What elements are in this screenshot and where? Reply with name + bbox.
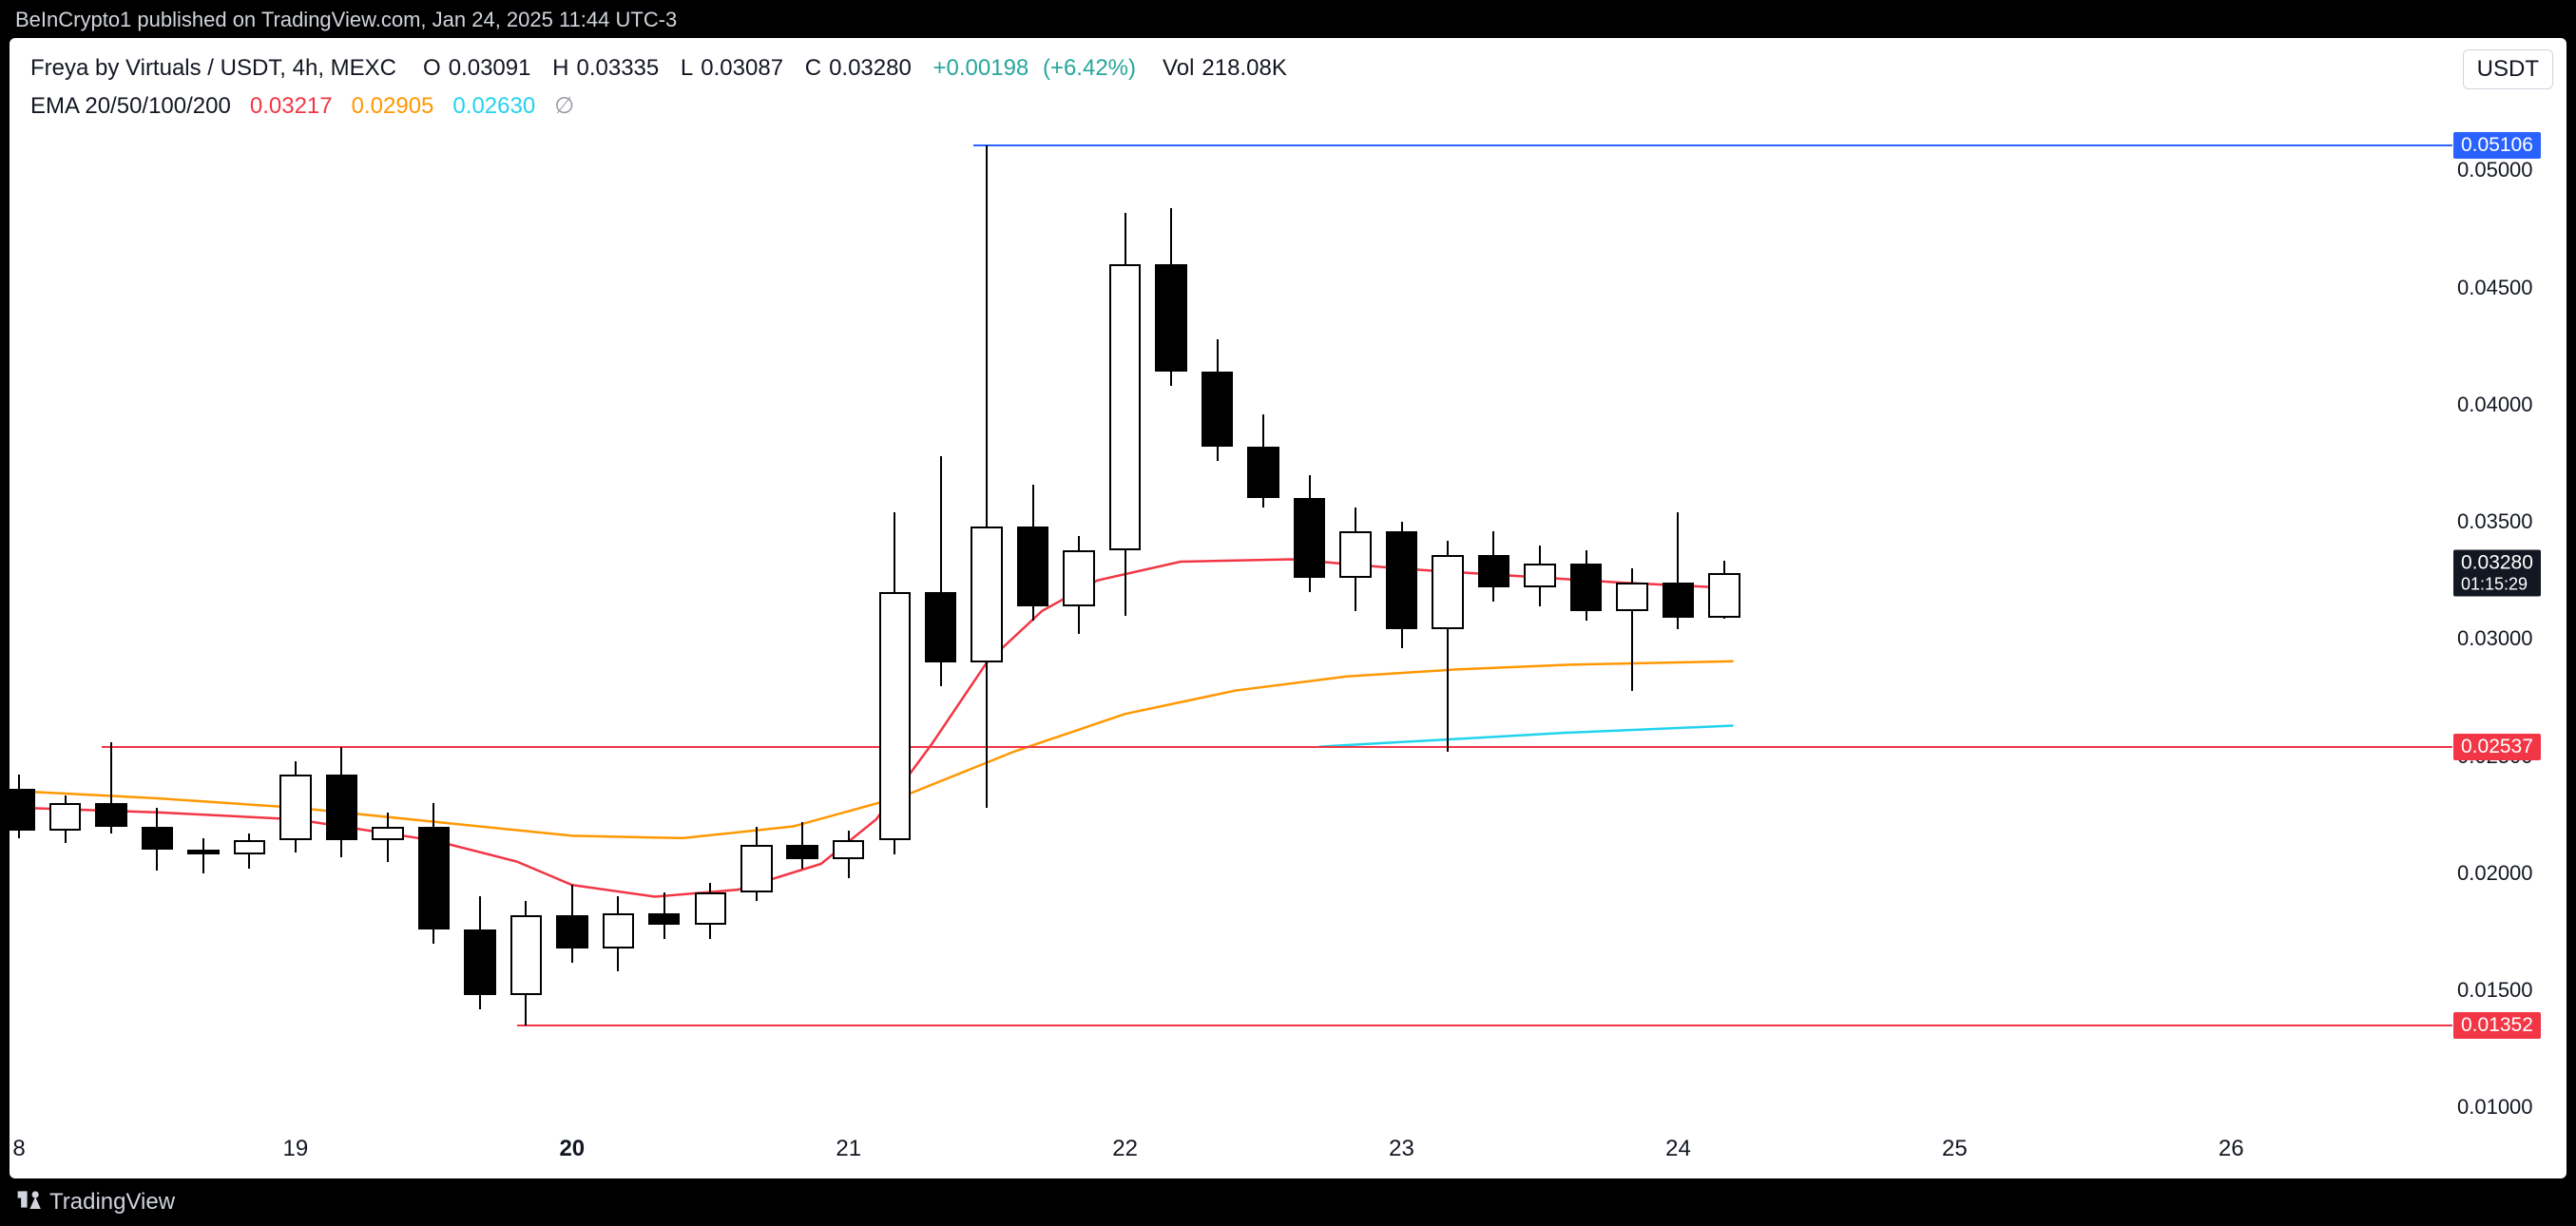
candle-body[interactable] (95, 803, 126, 827)
candle-body[interactable] (786, 845, 817, 859)
candle-body[interactable] (1708, 573, 1740, 618)
tradingview-label: TradingView (49, 1189, 175, 1216)
ema20-value: 0.03217 (250, 93, 333, 119)
candle-body[interactable] (234, 840, 265, 854)
candle-body[interactable] (1155, 264, 1186, 372)
candle-body[interactable] (1386, 531, 1417, 630)
ema-title: EMA 20/50/100/200 (30, 93, 231, 119)
candle-body[interactable] (648, 913, 680, 925)
time-tick: 24 (1665, 1136, 1691, 1162)
candle-wick (986, 145, 988, 808)
horizontal-line[interactable] (517, 1025, 2452, 1026)
price-tick: 0.05000 (2457, 158, 2533, 182)
candle-body[interactable] (1478, 555, 1509, 588)
candle-body[interactable] (3, 789, 34, 831)
candle-body[interactable] (971, 527, 1002, 662)
change-abs: +0.00198 (933, 55, 1029, 81)
candle-body[interactable] (1063, 550, 1094, 606)
time-tick: 25 (1942, 1136, 1968, 1162)
candle-wick (202, 838, 204, 873)
price-tick: 0.01500 (2457, 978, 2533, 1003)
chart-legend: Freya by Virtuals / USDT, 4h, MEXC O0.03… (30, 51, 1302, 124)
time-tick: 19 (283, 1136, 309, 1162)
candle-body[interactable] (1524, 564, 1555, 587)
last-price-tag: 0.0328001:15:29 (2453, 550, 2541, 597)
time-tick: 21 (836, 1136, 861, 1162)
candle-body[interactable] (1432, 555, 1463, 630)
candle-body[interactable] (49, 803, 81, 832)
candle-body[interactable] (1570, 564, 1602, 610)
candle-body[interactable] (418, 827, 450, 929)
currency-pill[interactable]: USDT (2463, 49, 2553, 89)
candle-body[interactable] (510, 915, 542, 995)
candle-body[interactable] (1616, 583, 1647, 611)
candle-body[interactable] (1247, 447, 1278, 498)
chart-frame: Freya by Virtuals / USDT, 4h, MEXC O0.03… (10, 38, 2566, 1178)
price-tick: 0.02000 (2457, 861, 2533, 886)
candle-body[interactable] (1339, 531, 1371, 578)
ema200-null: ∅ (554, 93, 574, 119)
candle-body[interactable] (279, 775, 311, 840)
tradingview-logo-icon (15, 1189, 42, 1216)
candle-body[interactable] (1294, 498, 1325, 578)
publish-header: BeInCrypto1 published on TradingView.com… (0, 0, 2576, 38)
ema50-value: 0.02905 (352, 93, 434, 119)
candle-body[interactable] (1017, 527, 1048, 606)
ema100-value: 0.02630 (452, 93, 535, 119)
candle-body[interactable] (879, 592, 911, 840)
candle-body[interactable] (372, 827, 403, 841)
candle-body[interactable] (187, 850, 219, 854)
candle-body[interactable] (1201, 372, 1233, 447)
price-tick: 0.03000 (2457, 626, 2533, 651)
horizontal-line[interactable] (973, 144, 2452, 146)
horizontal-line[interactable] (102, 746, 2452, 748)
price-line-tag: 0.02537 (2453, 734, 2541, 760)
candle-body[interactable] (464, 929, 495, 995)
publish-text: BeInCrypto1 published on TradingView.com… (15, 8, 677, 31)
chart-plot-area[interactable] (19, 124, 2452, 1131)
candle-body[interactable] (740, 845, 772, 891)
price-tick: 0.01000 (2457, 1095, 2533, 1120)
ema-line (19, 560, 1734, 897)
candle-body[interactable] (695, 892, 726, 926)
symbol-title[interactable]: Freya by Virtuals / USDT, 4h, MEXC (30, 55, 396, 81)
ema-line (1318, 726, 1733, 747)
candle-body[interactable] (833, 840, 864, 859)
footer-bar: TradingView (0, 1178, 2576, 1226)
change-pct: (+6.42%) (1043, 55, 1136, 81)
candle-body[interactable] (556, 915, 587, 948)
price-axis[interactable]: 0.010000.015000.020000.025000.030000.035… (2457, 124, 2562, 1131)
time-tick: 20 (559, 1136, 585, 1162)
candle-body[interactable] (925, 592, 956, 662)
price-tick: 0.03500 (2457, 509, 2533, 534)
candle-body[interactable] (603, 913, 634, 948)
ema-overlay (19, 124, 2452, 1131)
price-line-tag: 0.01352 (2453, 1012, 2541, 1039)
price-tick: 0.04000 (2457, 393, 2533, 417)
candle-body[interactable] (1663, 583, 1694, 618)
time-axis[interactable]: 81920212223242526 (19, 1136, 2452, 1174)
time-tick: 8 (12, 1136, 25, 1162)
price-tick: 0.04500 (2457, 276, 2533, 300)
time-tick: 23 (1389, 1136, 1414, 1162)
ema-line (19, 661, 1734, 838)
candle-body[interactable] (326, 775, 357, 840)
time-tick: 22 (1112, 1136, 1138, 1162)
candle-body[interactable] (1109, 264, 1141, 550)
time-tick: 26 (2219, 1136, 2244, 1162)
candle-body[interactable] (142, 827, 173, 851)
price-line-tag: 0.05106 (2453, 132, 2541, 159)
